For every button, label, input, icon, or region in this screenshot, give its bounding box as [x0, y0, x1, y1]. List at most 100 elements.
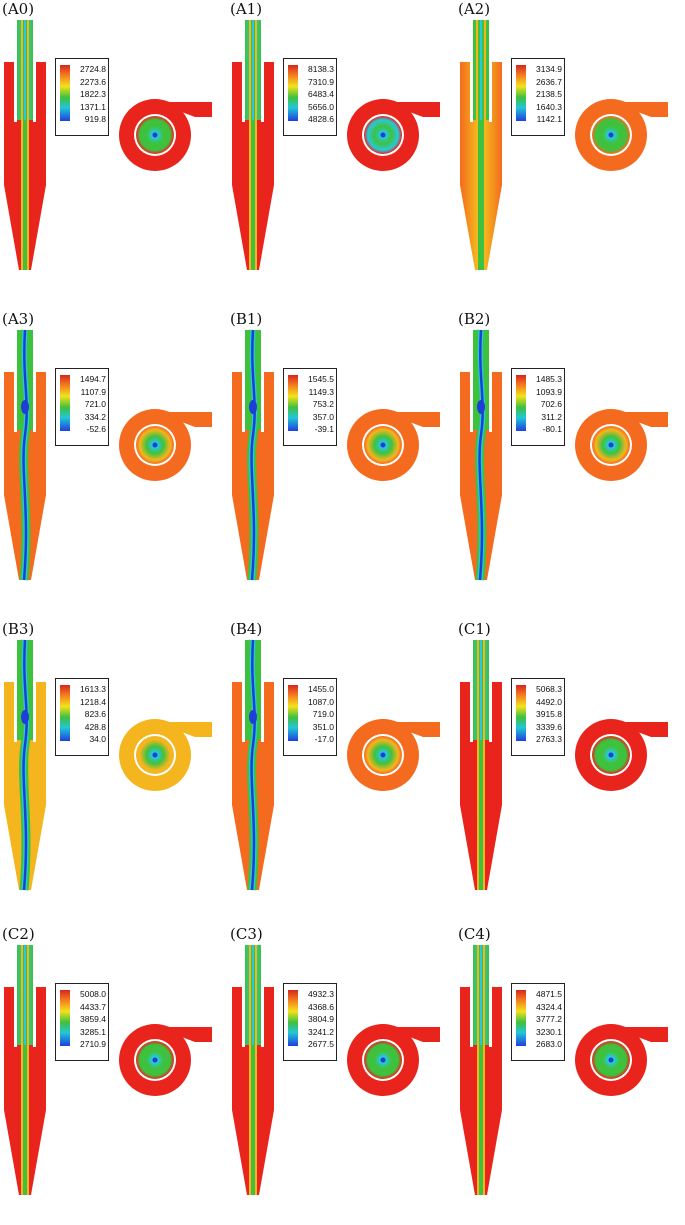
vortex-finder-wall [33, 682, 36, 742]
cyclone-side-view [232, 329, 274, 581]
colorbar-tick-label: 3339.6 [536, 721, 562, 732]
simulation-svg [4, 20, 212, 270]
top-view-center [608, 752, 614, 758]
panel-label: (A3) [2, 310, 35, 328]
colorbar-tick-label: 4433.7 [80, 1001, 106, 1012]
colorbar-tick-label: 3241.2 [308, 1026, 334, 1037]
colorbar-legend: 3134.9 2636.7 2138.5 1640.3 1142.1 [511, 58, 565, 136]
colorbar-legend: 5068.3 4492.0 3915.8 3339.6 2763.3 [511, 678, 565, 756]
colorbar-tick-label: 2636.7 [536, 76, 562, 87]
colorbar-tick-label: 2273.6 [80, 76, 106, 87]
panel-b2: 1485.3 1093.9 702.6 311.2 -80.1 (B2) [456, 310, 684, 610]
vortex-core [250, 329, 256, 581]
top-view-center [380, 442, 386, 448]
colorbar-tick-label: -80.1 [542, 424, 562, 434]
vortex-core [250, 639, 256, 891]
vortex-finder-wall [33, 62, 36, 122]
colorbar-tick-label: 1455.0 [308, 684, 334, 694]
top-view-center [380, 132, 386, 138]
cyclone-top-view [347, 719, 440, 791]
colorbar-tick-label: 357.0 [312, 411, 334, 422]
colorbar-tick-label: -17.0 [314, 734, 334, 744]
colorbar-gradient [288, 375, 298, 431]
simulation-svg [232, 945, 440, 1195]
vortex-node [21, 710, 29, 724]
panel-label: (C2) [2, 925, 35, 943]
colorbar-tick-label: 1545.5 [308, 374, 334, 384]
simulation-svg [232, 20, 440, 270]
panel-label: (B3) [2, 620, 35, 638]
cyclone-top-view [575, 409, 668, 481]
cyclone-side-view [4, 639, 46, 891]
colorbar-tick-label: 6483.4 [308, 89, 334, 99]
cyclone-top-view [347, 409, 440, 481]
colorbar-tick-label: 1107.9 [80, 386, 106, 397]
vortex-node [477, 400, 485, 414]
panel-c1: 5068.3 4492.0 3915.8 3339.6 2763.3 (C1) [456, 620, 684, 920]
vortex-finder-wall [489, 987, 492, 1047]
colorbar-tick-label: 1494.7 [80, 374, 106, 384]
panel-label: (B2) [458, 310, 491, 328]
colorbar-tick-label: 1485.3 [536, 374, 562, 384]
colorbar-tick-label: 2683.0 [536, 1039, 562, 1049]
colorbar-tick-label: 2724.8 [80, 64, 106, 74]
colorbar-tick-label: 3285.1 [80, 1026, 106, 1037]
colorbar-tick-label: 2138.5 [536, 89, 562, 99]
top-view-center [380, 1057, 386, 1063]
colorbar-tick-label: 5068.3 [536, 684, 562, 694]
panel-a2: 3134.9 2636.7 2138.5 1640.3 1142.1 (A2) [456, 0, 684, 300]
cyclone-side-view [232, 639, 274, 891]
colorbar-tick-label: 4324.4 [536, 1001, 562, 1012]
colorbar-tick-label: 721.0 [84, 399, 106, 409]
cyclone-side-view [4, 20, 46, 270]
colorbar-gradient [516, 65, 526, 121]
colorbar-tick-label: 1822.3 [80, 89, 106, 99]
top-view-center [152, 442, 158, 448]
vortex-node [249, 710, 257, 724]
cyclone-top-view [347, 99, 440, 171]
colorbar-tick-label: 3804.9 [308, 1014, 334, 1024]
colorbar-tick-label: 4871.5 [536, 989, 562, 999]
vortex-node [249, 400, 257, 414]
colorbar-tick-label: 1149.3 [308, 386, 334, 397]
colorbar-tick-label: 4828.6 [308, 114, 334, 124]
vortex-core [478, 329, 484, 581]
colorbar-gradient [516, 990, 526, 1046]
vortex-finder-wall [14, 987, 17, 1047]
colorbar-tick-label: 1142.1 [536, 114, 562, 124]
vortex-finder-wall [33, 987, 36, 1047]
vortex-core [22, 329, 28, 581]
simulation-svg [460, 640, 668, 890]
colorbar-legend: 4932.3 4368.6 3804.9 3241.2 2677.5 [283, 983, 337, 1061]
cyclone-side-view [232, 945, 274, 1195]
top-view-center [152, 132, 158, 138]
cyclone-top-view [119, 409, 212, 481]
colorbar-gradient [60, 375, 70, 431]
colorbar-tick-label: 2677.5 [308, 1039, 334, 1049]
colorbar-gradient [288, 65, 298, 121]
vortex-finder-wall [261, 62, 264, 122]
colorbar-tick-label: 3859.4 [80, 1014, 106, 1024]
panel-label: (A2) [458, 0, 491, 18]
colorbar-tick-label: 351.0 [312, 721, 334, 732]
simulation-svg [232, 329, 440, 581]
colorbar-tick-label: 823.6 [84, 709, 106, 719]
colorbar-gradient [60, 685, 70, 741]
colorbar-tick-label: 3134.9 [536, 64, 562, 74]
panel-label: (C4) [458, 925, 491, 943]
panel-b4: 1455.0 1087.0 719.0 351.0 -17.0 (B4) [228, 620, 456, 920]
colorbar-gradient [516, 375, 526, 431]
simulation-svg [4, 639, 212, 891]
colorbar-gradient [516, 685, 526, 741]
colorbar-tick-label: 8138.3 [308, 64, 334, 74]
cyclone-top-view [347, 1024, 440, 1096]
colorbar-tick-label: 3777.2 [536, 1014, 562, 1024]
colorbar-legend: 1545.5 1149.3 753.2 357.0 -39.1 [283, 368, 337, 446]
vortex-finder-wall [242, 682, 245, 742]
colorbar-legend: 1613.3 1218.4 823.6 428.8 34.0 [55, 678, 109, 756]
colorbar-tick-label: 1087.0 [308, 696, 334, 707]
vortex-finder-wall [33, 372, 36, 432]
top-view-center [152, 1057, 158, 1063]
colorbar-tick-label: 428.8 [84, 721, 106, 732]
cyclone-side-view [4, 945, 46, 1195]
